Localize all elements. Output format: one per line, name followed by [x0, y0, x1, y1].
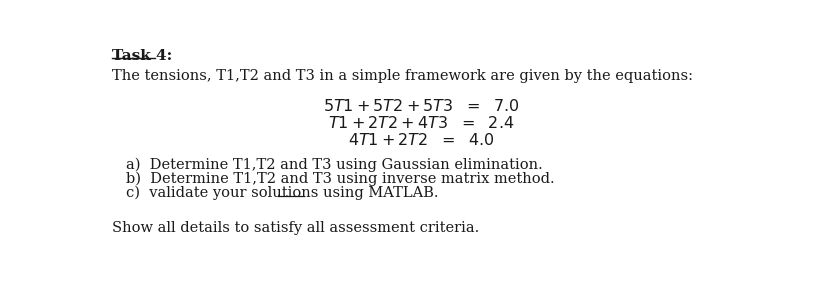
Text: Task 4:: Task 4: [112, 49, 173, 63]
Text: b)  Determine T1,T2 and T3 using inverse matrix method.: b) Determine T1,T2 and T3 using inverse … [126, 172, 555, 186]
Text: Show all details to satisfy all assessment criteria.: Show all details to satisfy all assessme… [112, 221, 479, 235]
Text: The tensions, T1,T2 and T3 in a simple framework are given by the equations:: The tensions, T1,T2 and T3 in a simple f… [112, 69, 693, 83]
Text: $5T1 + 5T2 + 5T3\ \ =\ \ 7.0$: $5T1 + 5T2 + 5T3\ \ =\ \ 7.0$ [323, 98, 520, 115]
Text: $4T1 + 2T2\ \ =\ \ 4.0$: $4T1 + 2T2\ \ =\ \ 4.0$ [348, 132, 495, 149]
Text: c)  validate your solutions using MATLAB.: c) validate your solutions using MATLAB. [126, 186, 438, 200]
Text: $T1 + 2T2 + 4T3\ \ =\ \ 2.4$: $T1 + 2T2 + 4T3\ \ =\ \ 2.4$ [328, 115, 515, 132]
Text: a)  Determine T1,T2 and T3 using Gaussian elimination.: a) Determine T1,T2 and T3 using Gaussian… [126, 158, 543, 172]
